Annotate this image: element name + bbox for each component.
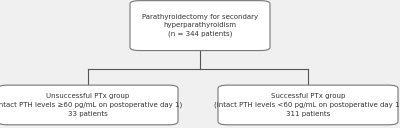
Text: Unsuccessful PTx group
(intact PTH levels ≥60 pg/mL on postoperative day 1)
33 p: Unsuccessful PTx group (intact PTH level… <box>0 93 182 117</box>
FancyBboxPatch shape <box>0 85 178 125</box>
FancyBboxPatch shape <box>130 1 270 51</box>
Text: Parathyroidectomy for secondary
hyperparathyroidism
(n = 344 patients): Parathyroidectomy for secondary hyperpar… <box>142 14 258 37</box>
FancyBboxPatch shape <box>218 85 398 125</box>
Text: Successful PTx group
(intact PTH levels <60 pg/mL on postoperative day 1)
311 pa: Successful PTx group (intact PTH levels … <box>214 93 400 117</box>
